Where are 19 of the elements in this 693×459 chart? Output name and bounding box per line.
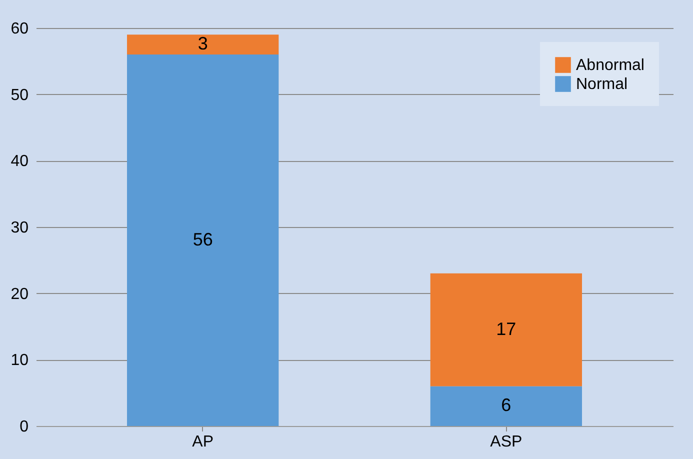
bar xyxy=(127,34,279,55)
data-label: 56 xyxy=(192,229,213,250)
y-tick-label: 20 xyxy=(10,286,29,303)
data-label: 17 xyxy=(496,318,516,339)
y-tick-label: 30 xyxy=(10,220,29,236)
x-tick-label: AP xyxy=(192,434,214,450)
y-tick-label: 10 xyxy=(10,352,29,370)
bar xyxy=(430,386,582,426)
bar xyxy=(127,54,279,426)
y-tick-label: 50 xyxy=(10,86,29,104)
y-tick-label: 40 xyxy=(10,153,29,170)
y-tick-label: 0 xyxy=(20,418,29,436)
legend-label: Normal xyxy=(576,76,628,93)
bar xyxy=(430,273,582,386)
legend-label: Abnormal xyxy=(576,57,644,74)
data-label: 3 xyxy=(198,34,208,54)
y-tick-label: 60 xyxy=(10,20,29,38)
data-label: 6 xyxy=(501,395,512,416)
x-tick-label: ASP xyxy=(490,434,522,450)
